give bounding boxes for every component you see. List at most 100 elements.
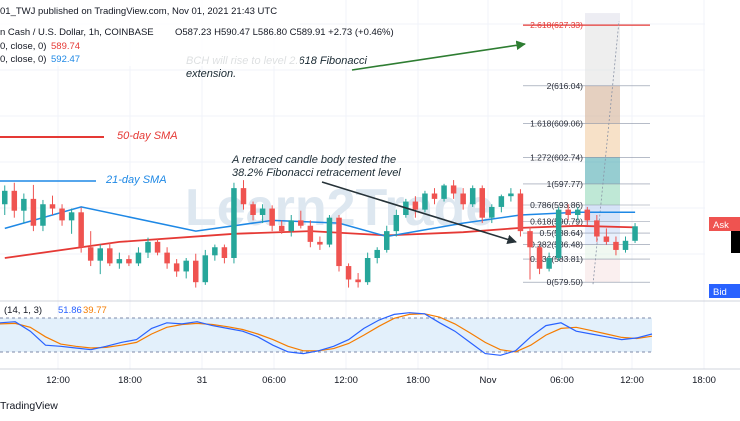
candle-body-11 (107, 248, 113, 264)
ask-tag (709, 217, 740, 231)
candle-body-21 (202, 255, 209, 283)
sma-legend-2-label[interactable]: 0, close, 0) (0, 54, 46, 65)
fibonacci-tool[interactable]: 2.618(627.33) 2(616.04) 1.618(609.06) 1.272… (523, 13, 650, 287)
candle-body-63 (603, 236, 610, 242)
candle-body-6 (59, 208, 65, 221)
fib-level-label-1: 2(616.04) (547, 81, 584, 91)
candle-body-20 (193, 260, 199, 283)
candle-body-37 (355, 279, 361, 283)
candle-body-61 (584, 209, 591, 221)
ohlc-values: O587.23 H590.47 L586.80 C589.91 +2.73 (+… (175, 27, 394, 38)
stoch-d-line (0, 313, 653, 353)
candle-body-2 (21, 198, 27, 211)
candle-body-33 (317, 241, 323, 245)
candle-body-13 (126, 259, 132, 264)
legend-backdrop (0, 0, 300, 66)
candle-body-23 (221, 247, 228, 258)
fib-zone-1 (585, 85, 620, 124)
candle-body-66 (632, 226, 638, 241)
tradingview-brand[interactable]: TradingView (0, 400, 58, 412)
sma-legend-1-label[interactable]: 0, close, 0) (0, 41, 46, 52)
stoch-k-value: 51.86 (58, 305, 82, 316)
candle-body-49 (469, 188, 476, 205)
candle-body-46 (441, 185, 447, 199)
sma21-label: 21-day SMA (105, 174, 167, 186)
candle-body-31 (298, 220, 304, 226)
fib-level-label-9: 0.236(583.81) (530, 254, 583, 264)
candle-body-17 (164, 252, 170, 264)
candle-body-50 (479, 188, 485, 218)
x-axis-ticks[interactable]: 12:00 18:00 31 06:00 12:00 18:00 Nov 06:00 12:00… (46, 375, 716, 386)
candle-body-56 (536, 247, 543, 269)
candle-body-25 (240, 188, 247, 205)
candle-body-39 (374, 249, 380, 258)
candle-body-4 (40, 204, 46, 226)
candle-body-18 (173, 263, 180, 272)
x-tick-4: 12:00 (334, 375, 358, 386)
sma-legend-1-value: 589.74 (51, 41, 80, 52)
candle-body-10 (97, 248, 103, 261)
sma21-line (4, 206, 636, 238)
bid-tag-label: Bid (713, 287, 727, 298)
x-tick-6: Nov (480, 375, 497, 386)
candle-body-5 (49, 204, 56, 209)
fib-zone-8 (585, 244, 620, 260)
fib-zone-7 (585, 233, 620, 245)
fib-zone-9 (585, 259, 620, 283)
target-arrow (351, 40, 526, 71)
stoch-d-value: 39.77 (83, 305, 107, 316)
fib-level-label-4: 1(597.77) (547, 179, 584, 189)
publisher-line: 01_TWJ published on TradingView.com, Nov… (0, 6, 277, 17)
fib-level-label-5: 0.786(593.86) (530, 200, 583, 210)
candle-body-59 (565, 209, 571, 215)
candle-body-15 (145, 241, 151, 253)
candle-body-9 (87, 247, 94, 261)
stoch-label: (14, 1, 3) (4, 305, 42, 316)
stoch-k-line (0, 312, 653, 356)
candle-body-62 (594, 220, 600, 237)
candle-body-14 (135, 252, 142, 264)
candle-body-35 (336, 217, 342, 267)
candle-body-7 (68, 212, 75, 221)
candle-body-41 (393, 215, 400, 232)
fib-zone-4 (585, 183, 620, 206)
x-tick-9: 18:00 (692, 375, 716, 386)
symbol-line[interactable]: n Cash / U.S. Dollar, 1h, COINBASE (0, 27, 154, 38)
retrace-arrow (321, 181, 517, 245)
candle-body-40 (384, 231, 390, 250)
fib-zone-0 (585, 25, 620, 86)
candle-body-64 (613, 241, 619, 250)
candle-body-27 (259, 208, 266, 215)
candle-body-58 (555, 209, 562, 258)
x-tick-7: 06:00 (550, 375, 574, 386)
candle-body-52 (498, 196, 505, 207)
fib-zone-5 (585, 205, 620, 222)
candle-body-47 (450, 185, 457, 194)
candle-body-55 (527, 231, 533, 248)
candle-body-53 (508, 193, 514, 197)
fib-note-line2: extension. (186, 68, 236, 80)
stochastic-lines (0, 312, 653, 356)
scale-marker (731, 231, 740, 253)
candle-body-48 (460, 193, 466, 205)
fib-level-label-10: 0(579.50) (547, 277, 584, 287)
candle-body-34 (326, 217, 333, 245)
x-tick-0: 12:00 (46, 375, 70, 386)
x-tick-3: 06:00 (262, 375, 286, 386)
candle-body-29 (278, 225, 285, 232)
stoch-band (0, 318, 652, 352)
fib-zone-2 (585, 123, 620, 158)
candle-body-51 (489, 206, 495, 218)
candle-body-32 (307, 225, 314, 242)
sma-legend-2-value: 592.47 (51, 54, 80, 65)
bid-tag (709, 284, 740, 298)
candle-body-65 (622, 240, 629, 250)
fib-level-label-2: 1.618(609.06) (530, 118, 583, 128)
candle-body-30 (288, 220, 294, 232)
candle-body-19 (183, 260, 189, 272)
candle-body-36 (345, 266, 352, 280)
candle-body-12 (116, 259, 123, 264)
fib-zone-3 (585, 157, 620, 184)
